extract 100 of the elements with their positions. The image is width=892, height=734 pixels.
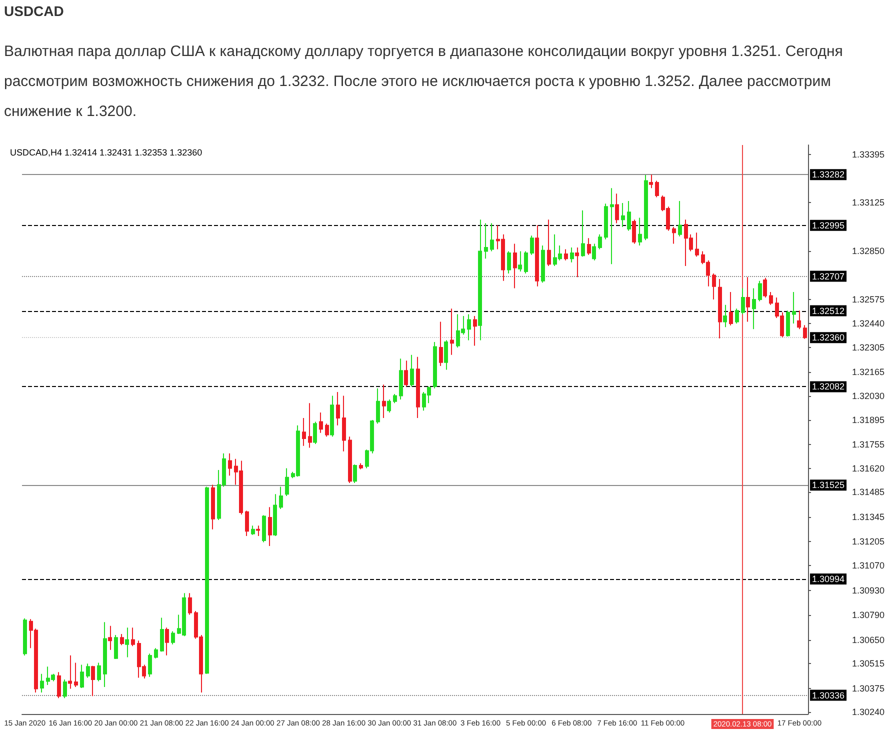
y-tick-label: 1.31755	[852, 440, 885, 450]
candlestick	[712, 272, 716, 300]
candlestick	[575, 246, 579, 278]
ref-line-label: 1.32707	[812, 271, 845, 282]
candlestick	[803, 324, 807, 340]
candlestick	[473, 316, 477, 346]
candlestick	[228, 452, 232, 476]
y-tick-label: 1.32305	[852, 342, 885, 352]
ref-line-label: 1.30336	[812, 690, 845, 700]
candlestick	[74, 662, 78, 688]
candlestick	[382, 384, 386, 419]
candlestick	[302, 418, 306, 446]
candlestick	[723, 304, 727, 328]
candlestick	[120, 633, 124, 646]
candlestick	[655, 180, 659, 198]
candlestick	[513, 243, 517, 289]
candlestick	[746, 276, 750, 322]
chart-title: USDCAD	[4, 3, 64, 19]
candlestick	[530, 235, 534, 256]
y-tick-label: 1.30375	[852, 683, 885, 694]
candlestick	[148, 653, 152, 678]
candlestick	[758, 280, 762, 302]
candlestick	[604, 203, 608, 240]
ref-line-label: 1.32512	[812, 306, 845, 316]
ref-line-label: 1.31525	[812, 480, 845, 490]
candlestick	[610, 188, 614, 265]
candlestick	[678, 200, 682, 237]
candlestick	[484, 222, 488, 260]
candlestick	[467, 314, 471, 341]
ref-line-label: 1.30994	[812, 574, 845, 584]
candlestick	[416, 356, 420, 419]
candlestick	[205, 486, 209, 674]
candlestick	[57, 672, 61, 699]
candlestick	[769, 292, 773, 306]
candlestick	[97, 662, 101, 682]
candlestick	[735, 308, 739, 324]
candlestick	[433, 342, 437, 389]
candlestick	[570, 246, 574, 263]
candlestick	[308, 402, 312, 448]
candlestick	[598, 234, 602, 250]
candlestick	[587, 238, 591, 256]
y-tick-label: 1.32575	[852, 294, 885, 305]
candlestick	[541, 245, 545, 284]
y-tick-label: 1.30930	[852, 585, 885, 596]
candlestick	[342, 395, 346, 452]
candlestick	[376, 388, 380, 424]
candlestick	[718, 278, 722, 339]
y-tick-label: 1.31895	[852, 414, 885, 425]
candlestick	[399, 358, 403, 400]
candlestick	[410, 354, 414, 388]
y-tick-label: 1.31070	[852, 560, 885, 571]
candlestick	[154, 648, 158, 659]
candlestick	[752, 288, 756, 330]
y-tick-label: 1.33125	[852, 197, 885, 208]
y-tick-label: 1.30240	[852, 707, 885, 718]
candlestick	[792, 292, 796, 324]
y-tick-label: 1.31485	[852, 487, 885, 498]
candlestick	[439, 321, 443, 367]
candlestick	[245, 510, 249, 537]
y-tick-label: 1.32850	[852, 246, 885, 256]
candlestick	[507, 250, 511, 274]
candlestick	[330, 395, 334, 438]
candlestick	[273, 494, 277, 537]
candlestick	[478, 219, 482, 341]
candlestick	[741, 288, 745, 315]
candlestick	[649, 174, 653, 189]
candlestick	[592, 243, 596, 261]
y-tick-label: 1.31620	[852, 463, 885, 474]
ref-line-label: 1.32995	[812, 220, 845, 230]
candlestick	[672, 226, 676, 244]
candlestick	[353, 464, 357, 484]
candlestick	[319, 412, 323, 434]
candlestick	[86, 663, 90, 678]
candlestick	[535, 224, 539, 287]
candlestick	[518, 250, 522, 272]
y-tick-label: 1.32030	[852, 390, 885, 401]
candlestick	[40, 673, 44, 693]
candlestick	[444, 340, 448, 370]
candlestick	[251, 525, 255, 536]
candlestick	[393, 393, 397, 404]
annotation: USDCAD,H4 1.32414 1.32431 1.32353 1.32360	[10, 148, 202, 158]
candlestick	[638, 217, 642, 246]
candlestick	[490, 222, 494, 252]
candlestick	[729, 292, 733, 326]
candlestick	[786, 310, 790, 338]
candlestick	[68, 654, 72, 690]
candlestick	[23, 618, 27, 656]
candlestick	[627, 200, 631, 232]
candlestick	[359, 462, 363, 470]
candlestick	[313, 421, 317, 444]
y-tick-label: 1.31345	[852, 512, 885, 522]
candlestick	[797, 310, 801, 330]
candlestick	[581, 210, 585, 258]
candlestick	[279, 486, 283, 510]
candlestick	[211, 484, 215, 530]
candlestick	[524, 250, 528, 274]
candlestick	[171, 630, 175, 645]
candlestick	[348, 436, 352, 484]
candlestick	[644, 174, 648, 241]
y-tick-label: 1.30650	[852, 634, 885, 645]
